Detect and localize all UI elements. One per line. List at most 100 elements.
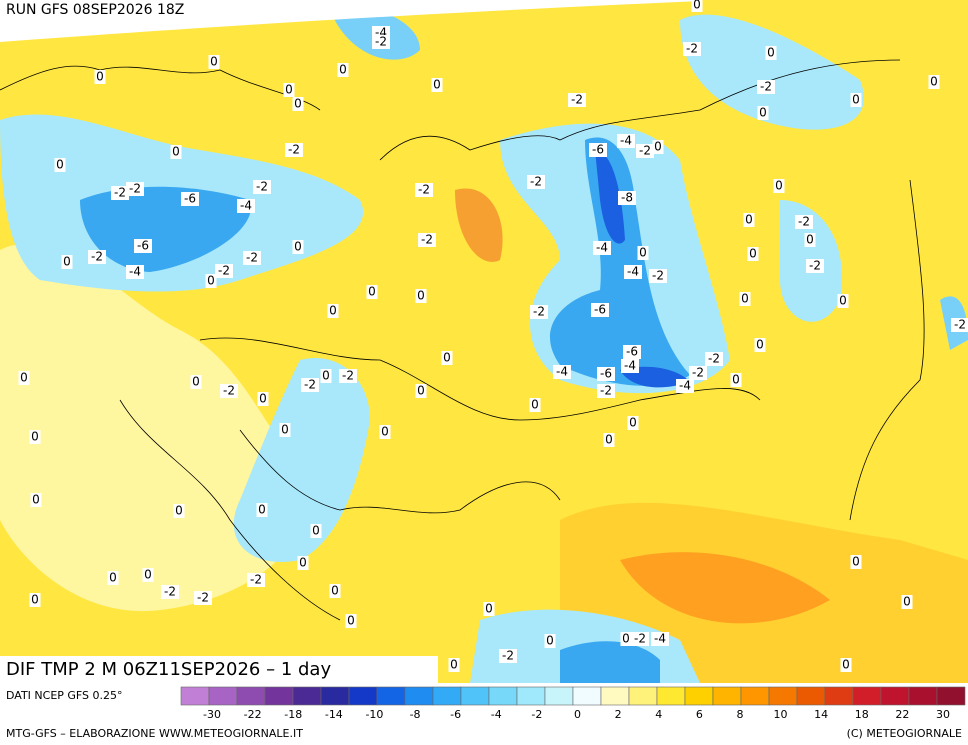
colorbar-box — [432, 686, 462, 706]
colorbar-box — [600, 686, 630, 706]
contour-label: 0 — [299, 556, 307, 570]
field-area — [233, 358, 370, 562]
contour-label-box — [773, 179, 785, 193]
contour-label-box — [18, 371, 30, 385]
colorbar-box — [796, 686, 826, 706]
contour-label: -2 — [634, 632, 646, 646]
contour-label-box — [627, 416, 639, 430]
contour-label-box — [339, 369, 357, 383]
contour-label-box — [806, 259, 824, 273]
colorbar-tick-label: -10 — [365, 708, 383, 721]
colorbar-box — [656, 686, 686, 706]
contour-label-box — [29, 593, 41, 607]
contour-label-box — [372, 35, 390, 49]
field-area — [560, 641, 660, 683]
colorbar-tick-label: 8 — [736, 708, 743, 721]
contour-label: -2 — [708, 352, 720, 366]
contour-label: 0 — [144, 568, 152, 582]
contour-label: 0 — [605, 433, 613, 447]
contour-label-box — [29, 430, 41, 444]
contour-label: 0 — [622, 632, 630, 646]
contour-label: -2 — [760, 80, 772, 94]
colorbar-box — [236, 686, 266, 706]
colorbar-tick-label: -30 — [203, 708, 221, 721]
contour-label: 0 — [546, 634, 554, 648]
contour-label: -2 — [530, 175, 542, 189]
contour-label: -6 — [184, 192, 196, 206]
contour-label: 0 — [20, 371, 28, 385]
contour-label-box — [327, 304, 339, 318]
contour-label-box — [170, 145, 182, 159]
contour-label: -2 — [256, 180, 268, 194]
coastline — [849, 179, 925, 521]
contour-label-box — [220, 384, 238, 398]
contour-label: 0 — [109, 571, 117, 585]
contour-label: 0 — [903, 595, 911, 609]
contour-label-box — [850, 555, 862, 569]
colorbar-tick-label: 6 — [696, 708, 703, 721]
contour-label: 0 — [322, 369, 330, 383]
contour-label-box — [194, 591, 212, 605]
contour-label: 0 — [207, 274, 215, 288]
contour-label: 0 — [839, 294, 847, 308]
field-area — [595, 150, 625, 244]
contour-label-box — [743, 213, 755, 227]
contour-label: -2 — [197, 591, 209, 605]
contour-label: 0 — [329, 304, 337, 318]
contour-label: -2 — [571, 93, 583, 107]
colorbar-box — [936, 686, 966, 706]
contour-label: 0 — [281, 423, 289, 437]
contour-label: 0 — [842, 658, 850, 672]
contour-label: -2 — [342, 369, 354, 383]
map-title: DIF TMP 2 M 06Z11SEP2026 – 1 day — [6, 659, 331, 680]
contour-label: 0 — [433, 78, 441, 92]
contour-label-box — [757, 80, 775, 94]
contour-label: 0 — [381, 425, 389, 439]
contour-label: -2 — [798, 215, 810, 229]
contour-label: -6 — [594, 303, 606, 317]
contour-label-box — [415, 289, 427, 303]
contour-label-box — [631, 632, 649, 646]
contour-label-box — [237, 199, 255, 213]
colorbar-tick-label: 10 — [774, 708, 788, 721]
contour-label-box — [30, 493, 42, 507]
field-area — [680, 14, 864, 130]
contour-label-box — [617, 134, 635, 148]
contour-label: -2 — [250, 573, 262, 587]
contour-label-box — [651, 632, 669, 646]
contour-label: 0 — [192, 375, 200, 389]
contour-label-box — [553, 365, 571, 379]
contour-label: -2 — [421, 233, 433, 247]
contour-label: 0 — [294, 97, 302, 111]
colorbar: -30 -22 -18 -14 -10 -8 -6 -4 -2 0 2 4 6 8 10 14 18 22 30 — [180, 686, 966, 721]
contour-label: 0 — [806, 233, 814, 247]
colorbar-box — [824, 686, 854, 706]
contour-label-box — [597, 367, 615, 381]
colorbar-box — [348, 686, 378, 706]
contour-label: 0 — [285, 83, 293, 97]
contour-label-box — [530, 305, 548, 319]
contour-label: -4 — [556, 365, 568, 379]
contour-label-box — [618, 191, 636, 205]
contour-label-box — [301, 378, 319, 392]
border — [119, 399, 341, 621]
contour-label: -4 — [654, 632, 666, 646]
contour-label: 0 — [368, 285, 376, 299]
contour-label-box — [636, 144, 654, 158]
contour-label: -4 — [627, 265, 639, 279]
contour-label: 0 — [294, 240, 302, 254]
contour-label-box — [329, 584, 341, 598]
colorbar-box — [376, 686, 406, 706]
contour-label: 0 — [852, 93, 860, 107]
contour-label: 0 — [172, 145, 180, 159]
contour-label-box — [649, 269, 667, 283]
contour-label: -8 — [621, 191, 633, 205]
contour-label-box — [208, 55, 220, 69]
contour-label: 0 — [756, 338, 764, 352]
contour-label: 0 — [210, 55, 218, 69]
contour-label-box — [901, 595, 913, 609]
contour-label-box — [134, 239, 152, 253]
colorbar-tick-label: -14 — [325, 708, 343, 721]
